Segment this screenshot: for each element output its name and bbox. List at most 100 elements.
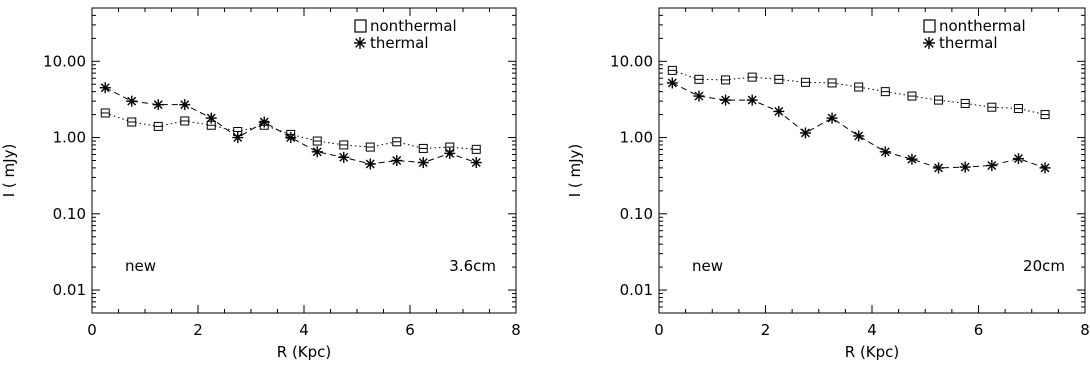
asterisk-stroke [339, 152, 349, 162]
x-tick-label: 6 [974, 321, 984, 339]
y-tick-label: 1.00 [620, 129, 653, 147]
data-point [694, 74, 704, 84]
asterisk-stroke [774, 106, 784, 116]
data-point [126, 95, 138, 107]
data-point [285, 132, 297, 144]
data-point [312, 136, 322, 146]
y-tick-label: 0.01 [53, 281, 86, 299]
asterisk-stroke [800, 128, 810, 138]
annotation-wavelength: 20cm [1023, 257, 1065, 275]
data-point [854, 82, 864, 92]
asterisk-stroke [312, 147, 322, 157]
asterisk-stroke [445, 148, 455, 158]
asterisk-stroke [206, 113, 216, 123]
data-point [907, 91, 917, 101]
y-tick-label: 0.10 [53, 205, 86, 223]
asterisk-stroke [694, 91, 704, 101]
data-point [666, 77, 678, 89]
data-point [827, 78, 837, 88]
series-line-thermal [105, 87, 477, 165]
legend-entry: thermal [354, 34, 429, 52]
x-axis-label: R (Kpc) [845, 343, 900, 361]
y-axis-label: I ( mJy) [566, 144, 584, 198]
data-point [800, 77, 810, 87]
legend-entry: nonthermal [354, 17, 457, 35]
data-point [1039, 162, 1051, 174]
x-axis-label: R (Kpc) [277, 343, 332, 361]
data-point [747, 72, 757, 82]
data-point [339, 140, 349, 150]
data-point [774, 74, 784, 84]
asterisk-stroke [365, 159, 375, 169]
series-nonthermal [100, 108, 481, 154]
series-line-nonthermal [672, 69, 1046, 116]
x-tick-label: 0 [87, 321, 97, 339]
data-point [879, 146, 891, 158]
series-line-thermal [672, 82, 1046, 169]
asterisk-stroke [418, 158, 428, 168]
data-point [960, 98, 970, 108]
asterisk-stroke [747, 95, 757, 105]
data-point [799, 127, 811, 139]
asterisk-stroke [392, 156, 402, 165]
data-point [338, 151, 350, 163]
asterisk-stroke [286, 133, 296, 143]
asterisk-stroke [907, 154, 917, 164]
data-point [746, 94, 758, 106]
data-point [311, 146, 323, 158]
data-point [444, 147, 456, 159]
legend-label: nonthermal [939, 17, 1026, 35]
data-point [99, 82, 111, 94]
y-tick-label: 0.10 [620, 205, 653, 223]
asterisk-stroke [987, 161, 997, 170]
data-point [364, 158, 376, 170]
legend-label: thermal [939, 34, 998, 52]
legend-entry: thermal [923, 34, 998, 52]
data-point [667, 65, 677, 75]
data-point [152, 99, 164, 111]
asterisk-stroke [153, 100, 163, 110]
x-tick-label: 8 [1080, 321, 1090, 339]
data-point [232, 132, 244, 144]
annotation-new: new [692, 257, 723, 275]
legend-square-icon [923, 19, 936, 33]
asterisk-stroke [721, 95, 731, 105]
legend-label: nonthermal [370, 17, 457, 35]
asterisk-stroke [667, 78, 677, 88]
data-point [258, 116, 270, 128]
series-line-nonthermal [105, 112, 477, 150]
data-point [127, 117, 137, 127]
asterisk-stroke [471, 158, 481, 168]
asterisk-stroke [934, 163, 944, 173]
data-point [205, 112, 217, 124]
data-point [180, 116, 190, 126]
annotation-wavelength: 3.6cm [449, 257, 496, 275]
data-point [471, 144, 481, 154]
series-nonthermal [667, 65, 1050, 120]
legend-square-icon [354, 19, 367, 33]
data-point [933, 162, 945, 174]
data-point [720, 94, 732, 106]
x-tick-label: 8 [511, 321, 521, 339]
asterisk-stroke [180, 100, 190, 110]
data-point [721, 75, 731, 85]
data-point [959, 161, 971, 173]
data-point [853, 130, 865, 142]
chart-panel-3.6cm: 0 2 4 6 8 0.01 0.10 1.00 10.00 R (Kpc) I ( mJy) new… [0, 7, 521, 361]
x-tick-label: 2 [193, 321, 203, 339]
x-tick-label: 0 [654, 321, 664, 339]
data-point [1013, 104, 1023, 114]
data-point [153, 121, 163, 131]
asterisk-stroke [127, 96, 137, 106]
series-thermal [666, 77, 1051, 174]
y-tick-label: 10.00 [43, 52, 86, 70]
y-tick-label: 1.00 [53, 129, 86, 147]
data-point [826, 112, 838, 124]
asterisk-stroke [880, 147, 890, 157]
asterisk-stroke [827, 113, 837, 123]
y-axis-label: I ( mJy) [0, 144, 18, 198]
data-point [1012, 153, 1024, 165]
data-point [392, 137, 402, 147]
